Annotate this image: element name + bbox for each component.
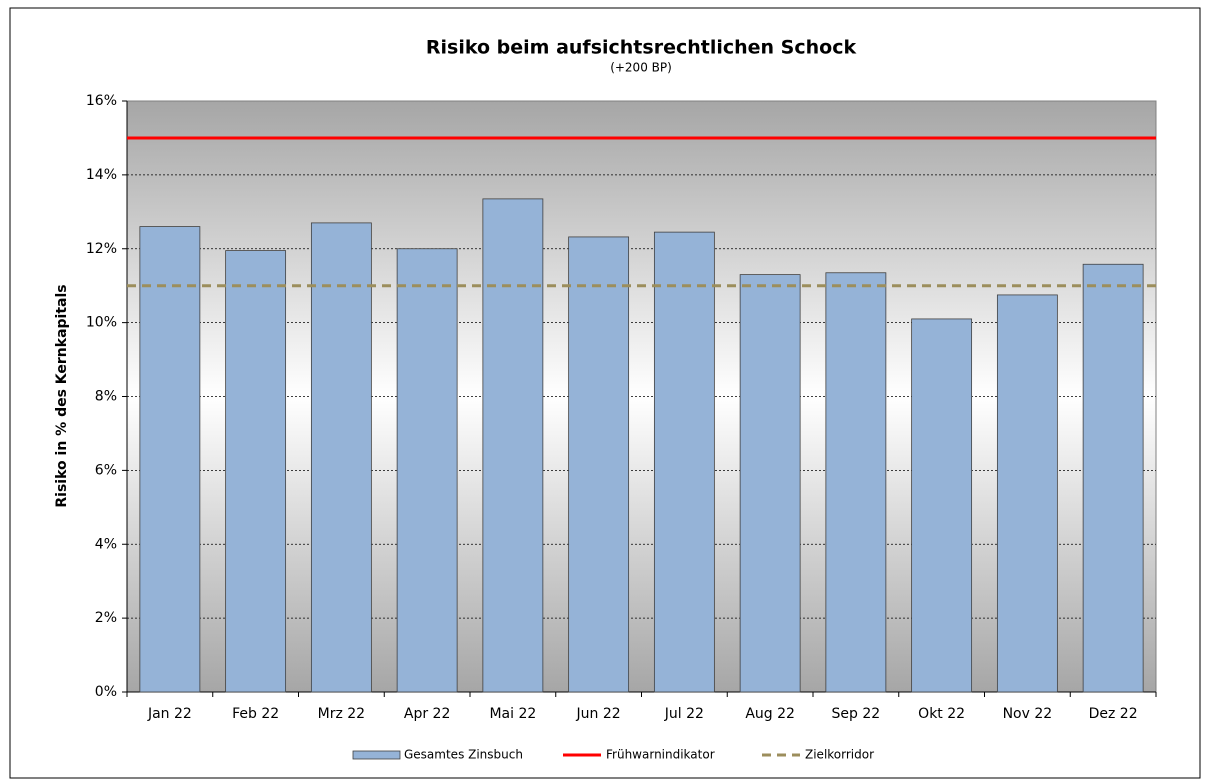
x-tick-label: Jul 22 xyxy=(664,706,704,722)
legend-label: Gesamtes Zinsbuch xyxy=(404,748,523,762)
bar xyxy=(396,248,458,693)
y-tick-label: 12% xyxy=(86,241,117,257)
y-tick-label: 14% xyxy=(86,167,117,183)
bar xyxy=(996,294,1058,693)
x-tick-label: Jun 22 xyxy=(576,706,621,722)
y-tick-label: 2% xyxy=(95,610,117,626)
y-tick-label: 16% xyxy=(86,93,117,109)
y-tick-label: 0% xyxy=(95,684,117,700)
x-tick-label: Okt 22 xyxy=(918,706,965,722)
bar xyxy=(310,222,372,693)
bar xyxy=(825,272,887,693)
bar xyxy=(225,250,287,693)
legend-swatch xyxy=(352,750,401,760)
y-axis-label: Risiko in % des Kernkapitals xyxy=(54,284,70,507)
legend-label: Frühwarnindikator xyxy=(606,748,715,762)
legend-label: Zielkorridor xyxy=(805,748,874,762)
y-tick-label: 8% xyxy=(95,389,117,405)
x-tick-label: Mrz 22 xyxy=(318,706,365,722)
bar xyxy=(568,236,630,693)
x-tick-label: Jan 22 xyxy=(147,706,192,722)
y-tick-label: 4% xyxy=(95,536,117,552)
x-tick-label: Sep 22 xyxy=(832,706,881,722)
bar xyxy=(139,226,201,693)
x-tick-label: Feb 22 xyxy=(232,706,279,722)
x-tick-label: Mai 22 xyxy=(489,706,536,722)
y-tick-label: 10% xyxy=(86,315,117,331)
x-tick-label: Aug 22 xyxy=(745,706,795,722)
chart-subtitle: (+200 BP) xyxy=(610,61,672,75)
bar xyxy=(653,231,715,693)
x-tick-label: Nov 22 xyxy=(1003,706,1053,722)
x-tick-label: Apr 22 xyxy=(404,706,450,722)
bar xyxy=(911,318,973,693)
bar xyxy=(1082,263,1144,693)
chart-title: Risiko beim aufsichtsrechtlichen Schock xyxy=(426,37,857,59)
x-tick-label: Dez 22 xyxy=(1089,706,1138,722)
y-tick-label: 6% xyxy=(95,462,117,478)
bar xyxy=(482,198,544,693)
bar xyxy=(739,274,801,693)
